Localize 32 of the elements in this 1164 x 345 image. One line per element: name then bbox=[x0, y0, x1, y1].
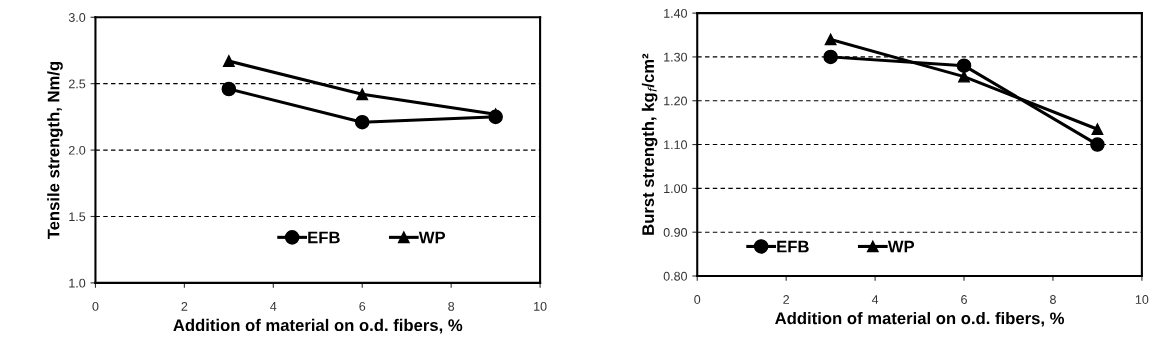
x-tick-label: 8 bbox=[448, 301, 455, 311]
y-tick-label: 1.10 bbox=[664, 140, 688, 150]
x-tick-label: 8 bbox=[1050, 295, 1056, 304]
y-tick-label: 1.00 bbox=[664, 184, 688, 194]
y-tick-label: 0.80 bbox=[663, 271, 688, 281]
legend-label: EFB bbox=[777, 240, 809, 253]
x-tick-label: 10 bbox=[534, 301, 547, 311]
x-axis-title: Addition of material on o.d. fibers, % bbox=[173, 318, 463, 334]
x-tick-label: 2 bbox=[783, 295, 790, 304]
legend-label: WP bbox=[887, 240, 915, 253]
x-axis-title: Addition of material on o.d. fibers, % bbox=[775, 311, 1065, 327]
x-tick-label: 6 bbox=[961, 295, 967, 304]
y-tick-label: 2.0 bbox=[68, 145, 86, 155]
x-tick-label: 0 bbox=[92, 301, 99, 311]
x-tick-label: 0 bbox=[694, 295, 701, 304]
y-axis-title: Burst strength, kg$_{f}$/cm² bbox=[641, 53, 658, 235]
y-tick-label: 1.20 bbox=[664, 96, 688, 106]
y-tick-label: 1.40 bbox=[664, 8, 688, 18]
y-tick-label: 1.30 bbox=[664, 52, 688, 62]
x-tick-label: 2 bbox=[181, 301, 188, 311]
y-tick-label: 0.90 bbox=[663, 227, 688, 237]
x-tick-label: 4 bbox=[270, 302, 277, 311]
x-tick-label: 4 bbox=[871, 295, 879, 304]
legend-label: WP bbox=[418, 231, 446, 244]
y-tick-label: 1.0 bbox=[69, 278, 86, 288]
x-tick-label: 10 bbox=[1135, 295, 1149, 304]
legend-label: EFB bbox=[308, 231, 340, 244]
y-axis-title: Tensile strength, Nm/g bbox=[47, 61, 63, 240]
x-tick-label: 6 bbox=[359, 301, 366, 311]
y-tick-label: 3.0 bbox=[68, 13, 86, 22]
y-tick-label: 1.5 bbox=[69, 212, 86, 222]
y-tick-label: 2.5 bbox=[68, 79, 86, 89]
